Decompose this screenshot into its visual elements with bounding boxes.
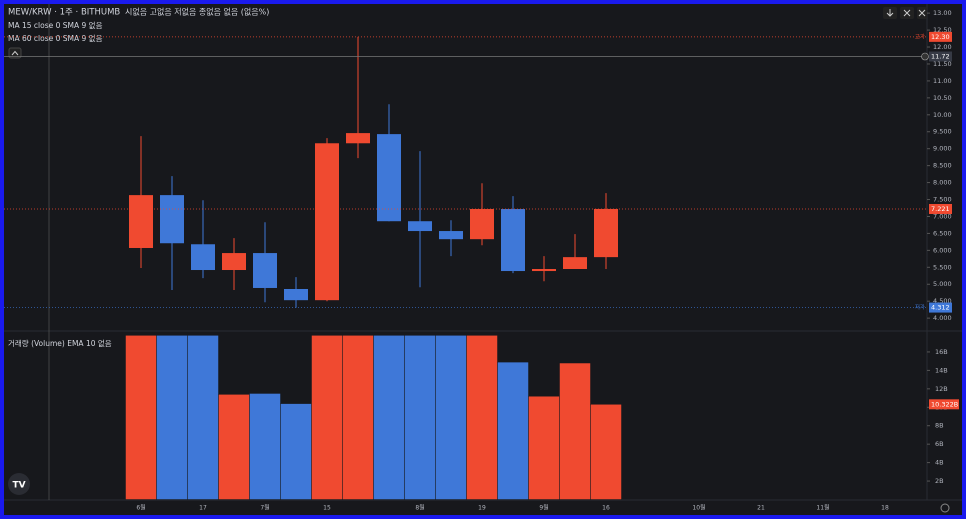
candle-body <box>315 143 339 301</box>
candle-body <box>129 195 153 248</box>
x-tick-label: 11월 <box>816 504 829 512</box>
button-icon <box>886 9 894 17</box>
candle-body <box>346 133 370 144</box>
x-tick-label: 7월 <box>260 504 269 512</box>
last-price-box <box>929 203 952 214</box>
y-tick-label: 6.000 <box>933 246 952 254</box>
volume-bar <box>559 362 591 500</box>
x-tick-label: 17 <box>199 505 207 512</box>
candle-body <box>191 244 215 271</box>
x-tick-label: 9월 <box>539 504 548 512</box>
x-tick-label: 8월 <box>415 504 424 512</box>
volume-bar <box>249 393 281 500</box>
y-tick-label: 9.000 <box>933 145 952 153</box>
candle-body <box>284 288 308 301</box>
y-tick-label: 2B <box>935 477 944 485</box>
logo-text: TV <box>12 481 25 491</box>
y-tick-label: 8B <box>935 422 944 430</box>
volume-bar <box>280 403 312 500</box>
y-tick-label: 7.000 <box>933 212 952 220</box>
candle-body <box>532 268 556 272</box>
candle-body <box>160 195 184 244</box>
candle-body <box>377 134 401 222</box>
y-tick-label: 13.00 <box>933 9 952 17</box>
x-tick-label: 19 <box>478 505 486 512</box>
annotation-label: 고가 <box>915 32 925 40</box>
volume-bar <box>218 394 250 500</box>
x-tick-label: 21 <box>757 505 765 512</box>
volume-bar <box>342 335 374 500</box>
collapse-icon <box>11 50 19 56</box>
volume-bar <box>497 361 529 500</box>
candle-body <box>439 231 463 240</box>
annotation-label: 저가 <box>915 303 925 311</box>
annotation-box <box>929 31 952 42</box>
candle-body <box>408 221 432 232</box>
x-tick-label: 18 <box>881 505 889 512</box>
candle-body <box>470 209 494 240</box>
crosshair-plus <box>921 52 929 61</box>
volume-title: 거래량 (Volume) EMA 10 없음 <box>8 339 112 348</box>
crosshair-label: 11.72 <box>931 53 950 61</box>
volume-last-box <box>929 399 959 410</box>
indicator-label: MA 15 close 0 SMA 9 없음 <box>8 21 103 30</box>
y-tick-label: 14B <box>935 366 948 374</box>
annotation-box <box>929 302 952 313</box>
candle-body <box>253 253 277 288</box>
x-tick-label: 6월 <box>136 504 145 512</box>
last-price-label: 7.221 <box>931 205 950 213</box>
y-tick-label: 4.500 <box>933 297 952 305</box>
crosshair-box <box>929 51 952 62</box>
y-tick-label: 5.000 <box>933 280 952 288</box>
y-tick-label: 6.500 <box>933 229 952 237</box>
volume-bar <box>156 335 188 500</box>
y-tick-label: 12.50 <box>933 26 952 34</box>
x-tick-label: 16 <box>602 505 610 512</box>
y-tick-label: 10.00 <box>933 111 952 119</box>
y-tick-label: 11.00 <box>933 77 952 85</box>
candle-body <box>563 257 587 269</box>
volume-bar <box>590 404 622 500</box>
y-tick-label: 16B <box>935 348 948 356</box>
settings-button[interactable] <box>940 503 950 513</box>
candle-body <box>594 208 618 258</box>
y-tick-label: 9.500 <box>933 128 952 136</box>
y-tick-label: 12.00 <box>933 43 952 51</box>
annotation-value: 4.312 <box>931 304 950 312</box>
button-icon <box>903 9 911 17</box>
chart-subtitle: 시없음 고없음 저없음 종없음 없음 (없음%) <box>125 8 269 17</box>
button-icon <box>918 9 926 17</box>
x-tick-label: 15 <box>323 505 331 512</box>
volume-bar <box>435 335 467 500</box>
candle-body <box>501 209 525 272</box>
y-tick-label: 5.500 <box>933 263 952 271</box>
indicator-label: MA 60 close 0 SMA 9 없음 <box>8 34 103 43</box>
volume-bar <box>311 335 343 500</box>
volume-bar <box>187 335 219 500</box>
chart-title: MEW/KRW · 1주 · BITHUMB <box>8 8 120 18</box>
y-tick-label: 8.000 <box>933 179 952 187</box>
y-tick-label: 11.50 <box>933 60 952 68</box>
volume-bar <box>466 335 498 500</box>
x-tick-label: 10월 <box>692 504 705 512</box>
volume-last-label: 10.322B <box>931 400 958 408</box>
y-tick-label: 4.000 <box>933 314 952 322</box>
volume-bar <box>125 335 157 500</box>
annotation-value: 12.30 <box>931 33 950 41</box>
y-tick-label: 12B <box>935 385 948 393</box>
volume-bar <box>404 335 436 500</box>
y-tick-label: 6B <box>935 440 944 448</box>
logo <box>8 473 30 495</box>
y-tick-label: 7.500 <box>933 196 952 204</box>
volume-bar <box>528 395 560 500</box>
y-tick-label: 8.500 <box>933 162 952 170</box>
y-tick-label: 4B <box>935 459 944 467</box>
volume-bar <box>373 335 405 500</box>
collapse-button[interactable] <box>8 47 22 59</box>
y-tick-label: 10.50 <box>933 94 952 102</box>
candle-body <box>222 253 246 271</box>
